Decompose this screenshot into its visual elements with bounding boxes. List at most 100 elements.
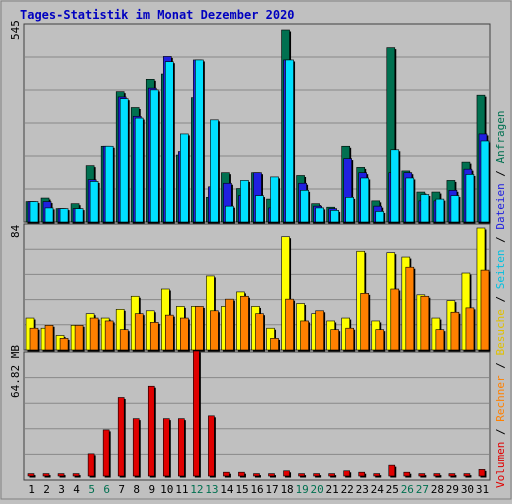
seiten-bar-body: [119, 98, 129, 223]
rechner-bar-body: [164, 314, 174, 351]
rechner-bar: [330, 329, 341, 352]
rechner-bar-body: [210, 310, 219, 351]
seiten-bar-body: [240, 180, 249, 223]
volumen-bar-body: [72, 473, 80, 477]
rechner-bar-body: [225, 298, 234, 351]
rechner-bar: [375, 329, 386, 352]
volumen-bar: [358, 471, 367, 478]
seiten-bar-body: [375, 211, 385, 223]
volumen-bar-body: [343, 470, 350, 477]
seiten-bar: [225, 205, 235, 224]
volumen-bar: [388, 464, 397, 478]
rechner-bar-body: [180, 317, 189, 351]
volumen-bar-body: [358, 471, 366, 477]
rechner-bar: [134, 313, 145, 352]
rechner-bar: [255, 313, 265, 352]
x-tick-label: 27: [416, 483, 429, 496]
rechner-bar: [164, 314, 175, 352]
rechner-bar: [180, 317, 190, 352]
seiten-bar: [345, 197, 356, 224]
seiten-bar: [104, 145, 115, 224]
seiten-bar: [450, 195, 461, 224]
rechner-bar-body: [240, 295, 249, 351]
volumen-bar: [132, 418, 141, 478]
seiten-bar: [29, 201, 40, 224]
x-tick-label: 23: [356, 483, 369, 496]
x-tick-label: 2: [43, 483, 50, 496]
seiten-bar: [435, 198, 446, 224]
rechner-bar: [345, 327, 356, 352]
x-tick-label: 10: [160, 483, 173, 496]
seiten-bar: [270, 176, 281, 224]
legend-entry: Volumen: [494, 442, 507, 488]
rechner-bar-body: [29, 327, 39, 351]
volumen-bar-body: [57, 473, 65, 477]
seiten-bar-body: [29, 201, 39, 223]
rechner-bar: [300, 320, 311, 352]
x-tick-label: 18: [280, 483, 293, 496]
volumen-bar: [102, 429, 111, 478]
x-tick-label: 16: [250, 483, 263, 496]
series-legend: Volumen / Rechner / Besuche / Seiten / D…: [494, 110, 507, 488]
panel-bottom: [23, 351, 491, 481]
y-max-label-middle: 84: [9, 224, 22, 238]
volumen-bar: [343, 470, 352, 478]
seiten-bar-body: [164, 61, 174, 223]
volumen-bar: [238, 471, 246, 478]
seiten-bar-body: [210, 119, 219, 223]
x-tick-label: 6: [103, 483, 110, 496]
seiten-bar: [360, 177, 371, 224]
volumen-bar-body: [27, 473, 35, 477]
seiten-bar-body: [435, 198, 445, 223]
seiten-bar-body: [450, 195, 460, 223]
rechner-bar: [390, 288, 401, 352]
y-max-label-top: 545: [9, 20, 22, 40]
volumen-bar-body: [298, 473, 305, 477]
volumen-bar: [57, 473, 66, 478]
seiten-bar-body: [300, 189, 309, 223]
volumen-bar: [478, 469, 487, 478]
seiten-bar-body: [360, 177, 370, 223]
volumen-bar: [162, 418, 171, 478]
seiten-bar-body: [225, 205, 234, 223]
volumen-bar-body: [463, 473, 471, 477]
rechner-bar-body: [300, 320, 309, 351]
legend-entry: /: [494, 422, 507, 442]
rechner-bar: [195, 306, 205, 352]
volumen-bar-body: [147, 385, 155, 477]
seiten-bar-body: [315, 207, 324, 223]
seiten-bar: [300, 189, 311, 224]
volumen-bar-body: [478, 469, 486, 477]
rechner-bar-body: [480, 269, 490, 351]
volumen-bar-body: [388, 464, 396, 477]
seiten-bar: [240, 180, 250, 224]
rechner-bar-body: [375, 329, 385, 351]
volumen-bar: [193, 350, 201, 478]
volumen-bar: [223, 471, 231, 478]
seiten-bar-body: [104, 145, 114, 223]
seiten-bar-body: [285, 59, 294, 223]
seiten-bar-body: [420, 194, 430, 223]
rechner-bar: [405, 266, 416, 352]
seiten-bar-body: [180, 133, 189, 223]
seiten-bar-body: [405, 177, 415, 223]
rechner-bar-body: [360, 293, 370, 351]
chart-title: Tages-Statistik im Monat Dezember 2020: [20, 8, 295, 22]
rechner-bar: [59, 338, 70, 352]
volumen-bar: [328, 473, 337, 478]
rechner-bar-body: [270, 338, 279, 351]
volumen-bar: [268, 473, 277, 478]
rechner-bar-body: [119, 329, 129, 351]
legend-entry: /: [494, 230, 507, 250]
x-tick-label: 21: [326, 483, 339, 496]
seiten-bar-body: [390, 149, 400, 223]
rechner-bar: [89, 317, 100, 352]
rechner-bar: [480, 269, 491, 352]
seiten-bar-body: [480, 140, 490, 223]
rechner-bar: [104, 320, 115, 352]
x-tick-label: 31: [476, 483, 489, 496]
seiten-bar: [149, 89, 160, 224]
volumen-bar: [147, 385, 156, 478]
seiten-bar: [210, 119, 220, 224]
